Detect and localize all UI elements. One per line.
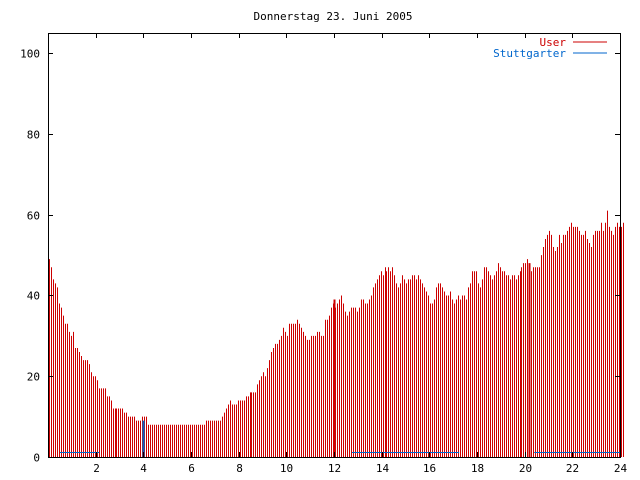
x-tick-label: 24 — [614, 462, 628, 475]
y-tick-label: 60 — [27, 210, 40, 223]
x-tick-label: 4 — [140, 462, 147, 475]
x-tick-label: 20 — [519, 462, 532, 475]
bar-series-group — [49, 210, 624, 457]
x-tick-label: 8 — [236, 462, 243, 475]
x-tick-label: 18 — [471, 462, 484, 475]
y-tick-label: 100 — [20, 48, 40, 61]
y-tick-label: 0 — [33, 452, 40, 465]
x-tick-label: 14 — [376, 462, 390, 475]
x-tick-label: 12 — [328, 462, 341, 475]
legend-label: User — [540, 36, 567, 49]
chart-title: Donnerstag 23. Juni 2005 — [254, 10, 413, 23]
x-tick-label: 6 — [188, 462, 195, 475]
x-tick-label: 10 — [280, 462, 293, 475]
y-tick-label: 40 — [27, 290, 40, 303]
y-tick-label: 80 — [27, 129, 40, 142]
legend-label: Stuttgarter — [493, 47, 566, 60]
x-tick-label: 16 — [423, 462, 436, 475]
x-tick-label: 2 — [93, 462, 100, 475]
x-tick-label: 22 — [566, 462, 579, 475]
y-tick-label: 20 — [27, 371, 40, 384]
